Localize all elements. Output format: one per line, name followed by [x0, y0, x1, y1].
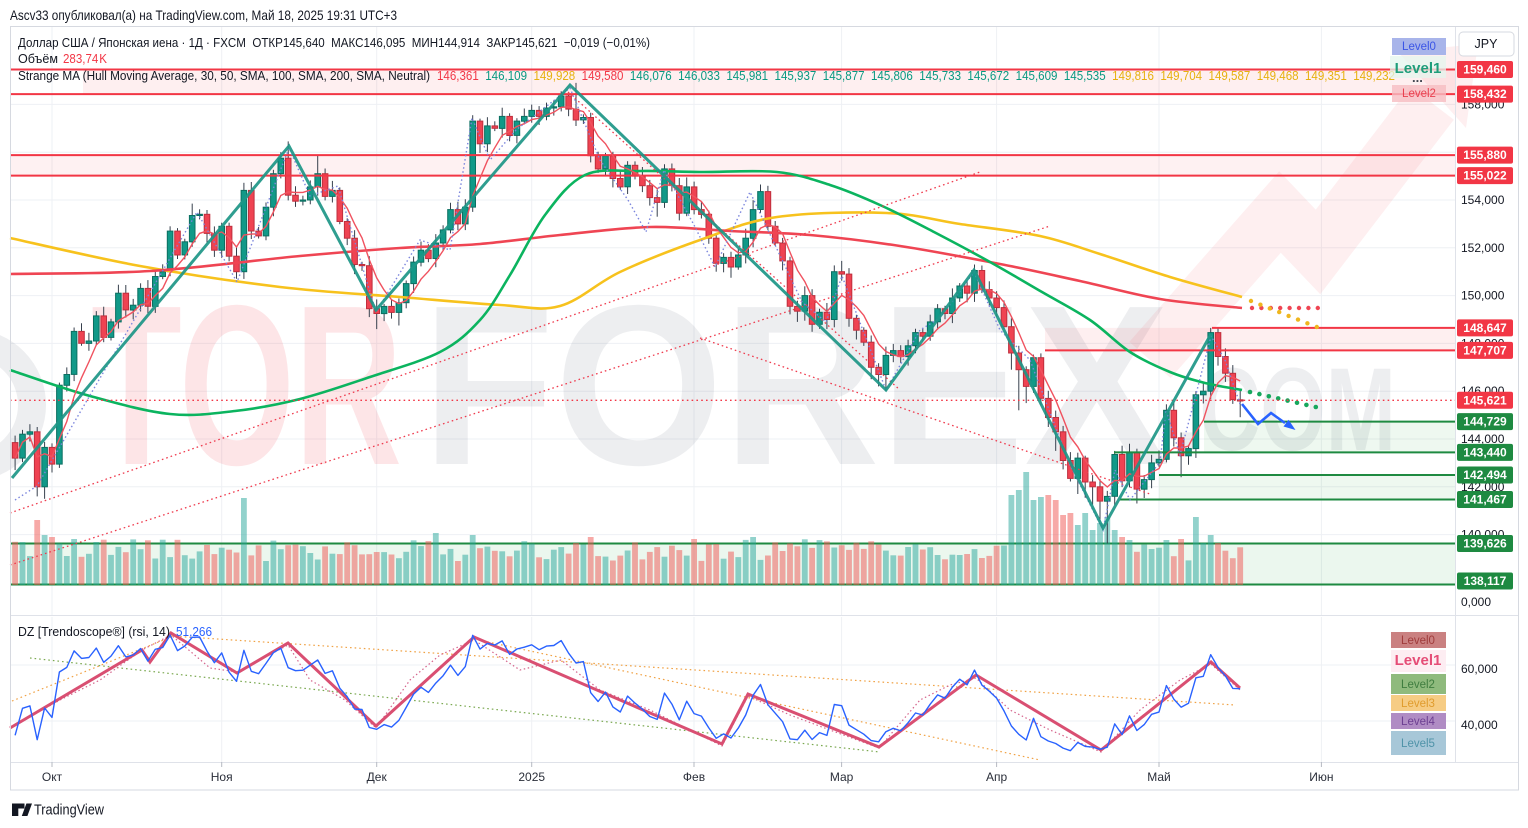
svg-text:142,494: 142,494	[1463, 468, 1507, 482]
svg-text:60,000: 60,000	[1461, 662, 1498, 676]
svg-text:Дек: Дек	[367, 770, 388, 784]
svg-text:147,707: 147,707	[1463, 343, 1507, 357]
svg-text:Strange MA (Hull Moving Averag: Strange MA (Hull Moving Average, 30, 50,…	[18, 69, 430, 83]
svg-text:283,74 K: 283,74 K	[63, 51, 107, 66]
svg-text:Апр: Апр	[986, 770, 1008, 784]
svg-text:144,729: 144,729	[1463, 415, 1507, 429]
svg-text:Мар: Мар	[830, 770, 854, 784]
svg-text:139,626: 139,626	[1463, 537, 1507, 551]
svg-text:...: ...	[1412, 70, 1423, 85]
svg-text:Июн: Июн	[1309, 770, 1333, 784]
svg-text:155,880: 155,880	[1463, 148, 1507, 162]
svg-text:Доллар США / Японская иена · 1: Доллар США / Японская иена · 1Д · FXCM О…	[18, 35, 650, 50]
svg-text:146,361 146,109 149,928 149: 146,361 146,109 149,928 149,580 146,076 …	[437, 69, 1395, 83]
svg-text:138,117: 138,117	[1464, 574, 1507, 588]
svg-text:158,432: 158,432	[1463, 87, 1507, 101]
svg-text:148,647: 148,647	[1463, 321, 1507, 335]
svg-text:141,467: 141,467	[1463, 493, 1507, 507]
svg-text:40,000: 40,000	[1461, 718, 1498, 732]
svg-text:159,460: 159,460	[1463, 63, 1507, 77]
svg-text:143,440: 143,440	[1463, 445, 1507, 459]
svg-text:0,000: 0,000	[1461, 595, 1491, 609]
svg-text:145,621: 145,621	[1463, 393, 1507, 407]
svg-text:Фев: Фев	[683, 770, 705, 784]
svg-text:DZ [Trendoscope®] (rsi, 14): DZ [Trendoscope®] (rsi, 14)	[18, 625, 170, 639]
svg-text:Level4: Level4	[1401, 716, 1435, 728]
svg-text:154,000: 154,000	[1461, 193, 1505, 207]
svg-text:Окт: Окт	[42, 770, 63, 784]
svg-text:152,000: 152,000	[1461, 241, 1505, 255]
svg-text:Level1: Level1	[1395, 652, 1442, 669]
svg-text:Level5: Level5	[1401, 738, 1435, 750]
svg-text:Level0: Level0	[1401, 635, 1435, 647]
svg-text:Ascv33 опубликовал(а) на Tradi: Ascv33 опубликовал(а) на TradingView.com…	[10, 7, 397, 23]
svg-text:2025: 2025	[518, 770, 545, 784]
svg-text:Май: Май	[1147, 770, 1171, 784]
svg-text:51,266: 51,266	[176, 625, 212, 639]
svg-text:TradingView: TradingView	[34, 802, 104, 819]
svg-text:155,022: 155,022	[1463, 169, 1507, 183]
svg-text:Level1: Level1	[1395, 60, 1442, 77]
svg-text:Объём: Объём	[18, 51, 58, 66]
svg-text:Level0: Level0	[1402, 41, 1436, 53]
svg-text:Level2: Level2	[1401, 679, 1435, 691]
svg-text:Level3: Level3	[1401, 698, 1435, 710]
svg-text:FOREX: FOREX	[422, 259, 1169, 513]
svg-text:150,000: 150,000	[1461, 289, 1505, 303]
svg-text:144,000: 144,000	[1461, 432, 1505, 446]
svg-text:JPY: JPY	[1475, 37, 1499, 51]
svg-text:Ноя: Ноя	[211, 770, 233, 784]
svg-text:Level2: Level2	[1402, 88, 1436, 100]
